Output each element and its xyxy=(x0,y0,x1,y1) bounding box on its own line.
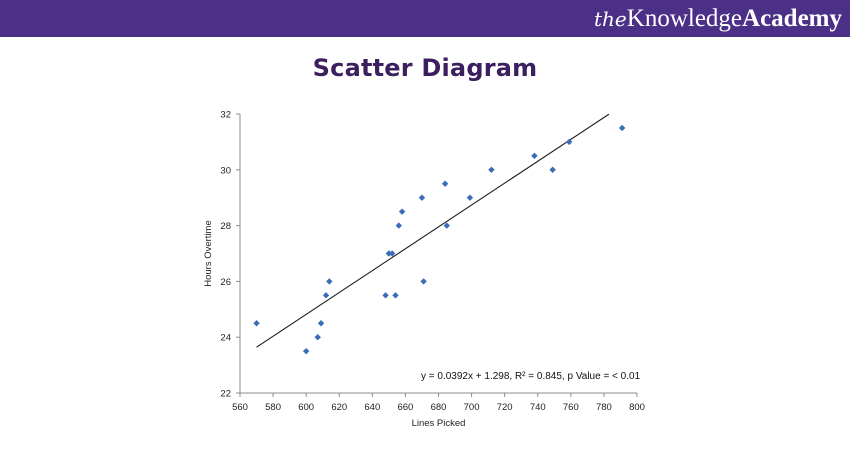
brand-knowledge: Knowledge xyxy=(626,5,743,32)
data-point xyxy=(441,180,449,187)
x-tick-label: 640 xyxy=(364,402,380,413)
data-point xyxy=(549,166,556,173)
trendline xyxy=(256,113,610,348)
y-tick-label: 24 xyxy=(220,333,231,344)
trendline-group xyxy=(256,113,610,348)
y-tick-label: 26 xyxy=(220,277,231,288)
x-tick-label: 660 xyxy=(397,402,413,413)
data-point xyxy=(385,250,393,257)
x-tick-label: 780 xyxy=(596,402,612,413)
data-point xyxy=(395,222,402,229)
y-tick-label: 22 xyxy=(220,389,231,400)
y-axis-label: Hours Overtime xyxy=(203,220,214,287)
page-title: Scatter Diagram xyxy=(312,54,538,82)
top-banner: theKnowledgeAcademy xyxy=(0,0,850,37)
brand-logo: theKnowledgeAcademy xyxy=(594,4,842,34)
data-point xyxy=(466,194,474,201)
x-tick-label: 620 xyxy=(331,402,347,413)
x-tick-label: 740 xyxy=(530,402,546,413)
x-tick-label: 600 xyxy=(298,402,314,413)
data-point xyxy=(418,194,426,201)
data-point xyxy=(317,320,325,327)
data-point xyxy=(618,124,626,132)
x-tick-label: 720 xyxy=(497,402,513,413)
x-tick-label: 800 xyxy=(629,402,645,413)
data-point xyxy=(314,334,321,341)
data-point xyxy=(322,292,330,299)
x-tick-label: 760 xyxy=(563,402,579,413)
x-tick-label: 700 xyxy=(464,402,480,413)
y-tick-label: 30 xyxy=(220,165,231,176)
data-point xyxy=(326,278,333,285)
chart-axes xyxy=(239,114,637,394)
brand-the: the xyxy=(594,7,627,31)
data-point xyxy=(253,320,260,327)
data-points xyxy=(253,124,626,355)
brand-academy: Academy xyxy=(742,5,842,32)
data-point xyxy=(488,166,495,173)
data-point xyxy=(302,347,310,355)
x-tick-label: 680 xyxy=(431,402,447,413)
x-tick-label: 560 xyxy=(232,402,248,413)
chart-ticks: 560 580 600 620 640 660 680 700 720 740 760 780 800 2… xyxy=(220,110,645,414)
data-point xyxy=(392,292,399,299)
y-tick-label: 28 xyxy=(220,221,231,232)
y-tick-label: 32 xyxy=(220,110,231,121)
data-point xyxy=(443,222,450,229)
x-axis-label: Lines Picked xyxy=(412,418,466,429)
data-point xyxy=(420,278,427,285)
data-point xyxy=(565,138,573,146)
x-tick-label: 580 xyxy=(265,402,281,413)
data-point xyxy=(382,292,389,299)
regression-annotation: y = 0.0392x + 1.298, R² = 0.845, p Value… xyxy=(421,371,641,382)
data-point xyxy=(531,152,538,160)
data-point xyxy=(398,208,406,215)
data-point xyxy=(388,250,396,257)
